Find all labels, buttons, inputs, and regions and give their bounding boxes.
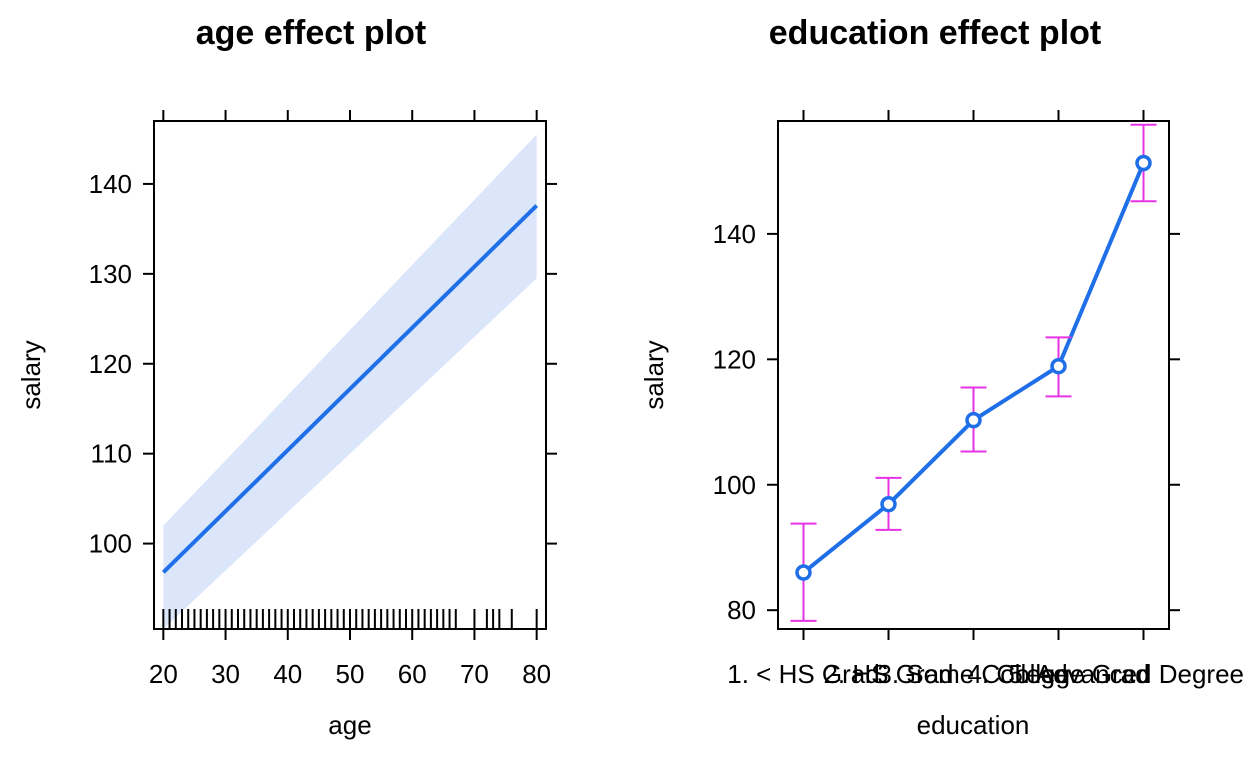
age-x-tick-label: 60 bbox=[398, 659, 427, 689]
education-data-point bbox=[795, 564, 812, 581]
age-y-tick-label: 120 bbox=[89, 349, 132, 379]
age-y-axis-label: salary bbox=[16, 340, 46, 409]
education-plot-frame bbox=[777, 120, 1170, 630]
education-errorbar-layer bbox=[790, 123, 1157, 622]
education-y-tick-label: 120 bbox=[713, 344, 756, 374]
age-x-ticks: 20 30 40 50 60 70 80 bbox=[149, 110, 551, 689]
education-data-point bbox=[965, 411, 982, 429]
age-y-ticks: 100 110 120 130 140 bbox=[89, 169, 557, 559]
age-x-axis-label: age bbox=[328, 710, 371, 740]
education-x-tick-label: 5. Advanced Degree bbox=[1008, 659, 1244, 689]
age-x-tick-label: 30 bbox=[211, 659, 240, 689]
age-y-tick-label: 110 bbox=[91, 439, 132, 469]
education-y-ticks: 80 100 120 140 bbox=[713, 219, 1180, 625]
education-point-layer bbox=[795, 154, 1152, 581]
education-y-axis-label: salary bbox=[639, 340, 669, 409]
age-x-tick-label: 80 bbox=[522, 659, 551, 689]
education-data-point bbox=[1135, 154, 1152, 172]
age-effect-line bbox=[161, 204, 539, 574]
education-y-tick-label: 140 bbox=[713, 219, 756, 249]
education-x-tick-label: 1. < HS Grad bbox=[727, 659, 879, 689]
age-y-tick-label: 100 bbox=[89, 529, 132, 559]
age-confidence-band bbox=[163, 134, 537, 629]
age-x-tick-label: 40 bbox=[273, 659, 302, 689]
education-x-axis-label: education bbox=[917, 710, 1030, 740]
age-x-tick-label: 70 bbox=[460, 659, 489, 689]
education-x-tick-label: 4. College Grad bbox=[967, 659, 1149, 689]
education-effect-line-layer bbox=[802, 162, 1146, 575]
education-data-point bbox=[880, 495, 897, 513]
education-y-tick-label: 100 bbox=[713, 470, 756, 500]
age-x-tick-label: 50 bbox=[336, 659, 365, 689]
education-panel-title: education effect plot bbox=[769, 14, 1101, 52]
age-effect-panel: age effect plot 20 30 40 50 60 70 80 100 110 120… bbox=[16, 14, 557, 740]
education-x-tick-label: 2. HS Grad bbox=[823, 659, 953, 689]
age-confidence-band-layer bbox=[163, 134, 537, 629]
age-panel-title: age effect plot bbox=[196, 14, 426, 52]
education-effect-line bbox=[802, 162, 1146, 575]
age-x-tick-label: 20 bbox=[149, 659, 178, 689]
age-y-tick-label: 140 bbox=[89, 169, 132, 199]
age-y-tick-label: 130 bbox=[89, 259, 132, 289]
education-x-tick-label: 3. Some College bbox=[877, 659, 1069, 689]
age-effect-line-layer bbox=[161, 204, 539, 574]
age-rug-layer bbox=[162, 609, 538, 629]
education-y-tick-label: 80 bbox=[727, 595, 756, 625]
education-data-point bbox=[1050, 357, 1067, 375]
